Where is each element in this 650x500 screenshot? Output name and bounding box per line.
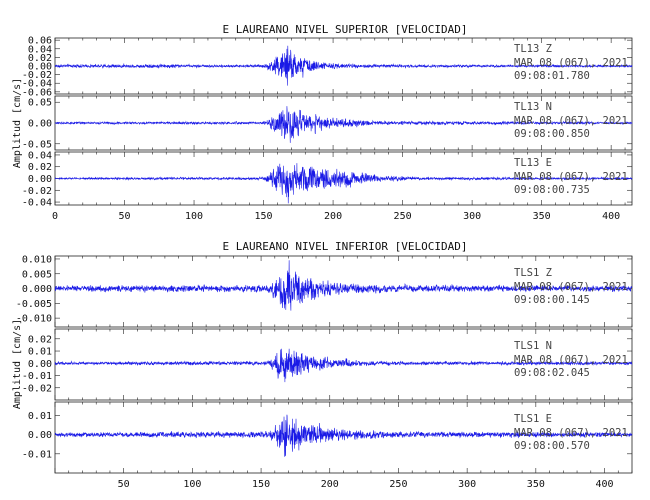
y-tick-label: -0.01 (22, 449, 52, 460)
x-tick-label: 200 (324, 211, 342, 222)
x-tick-label: 400 (595, 479, 613, 490)
y-tick-label: -0.02 (22, 186, 52, 197)
x-tick-label: 50 (118, 211, 130, 222)
y-tick-label: 0.01 (28, 347, 52, 358)
y-tick-label: 0.05 (28, 98, 52, 109)
y-tick-label: -0.005 (16, 299, 52, 310)
y-tick-label: -0.01 (22, 371, 52, 382)
y-tick-label: -0.04 (22, 198, 52, 209)
date-label: MAR 08 (067), 2021 (514, 57, 628, 69)
date-label: MAR 08 (067), 2021 (514, 171, 628, 183)
time-label: 09:08:00.850 (514, 128, 590, 140)
y-tick-label: 0.02 (28, 162, 52, 173)
y-tick-label: 0.010 (22, 254, 52, 265)
panel-upper-e: 0.040.020.00-0.02-0.04 TL13 E MAR 08 (067)… (22, 150, 633, 209)
waveform-trace (54, 260, 633, 311)
x-tick-label: 250 (394, 211, 412, 222)
date-label: MAR 08 (067), 2021 (514, 427, 628, 439)
time-label: 09:08:02.045 (514, 367, 590, 379)
x-tick-label: 150 (252, 479, 270, 490)
date-label: MAR 08 (067), 2021 (514, 354, 628, 366)
y-tick-label: 0.06 (28, 36, 52, 47)
y-axis-label-lower: Amplitud [cm/s] (12, 319, 23, 409)
panel-upper-z: 0.060.040.020.00-0.02-0.04-0.06 TL13 Z MAR… (22, 36, 633, 98)
y-tick-label: 0.01 (28, 411, 52, 422)
y-tick-label: -0.06 (22, 87, 52, 98)
y-tick-label: 0.000 (22, 284, 52, 295)
waveform-trace (54, 45, 633, 86)
waveform-trace (54, 348, 633, 383)
y-tick-label: -0.04 (22, 79, 52, 90)
time-label: 09:08:00.570 (514, 440, 590, 452)
y-tick-label: 0.00 (28, 359, 52, 370)
y-tick-label: -0.02 (22, 383, 52, 394)
y-tick-label: 0.00 (28, 119, 52, 130)
x-tick-label: 350 (533, 211, 551, 222)
x-tick-label: 0 (52, 211, 58, 222)
date-label: MAR 08 (067), 2021 (514, 281, 628, 293)
panel-lower-n: 0.02 0.010.00-0.01-0.02 TLS1 N MAR 08 (067)… (22, 328, 633, 401)
x-tick-label: 250 (389, 479, 407, 490)
y-tick-label: 0.00 (28, 430, 52, 441)
station-component-label: TL13 E (514, 157, 552, 169)
x-tick-label: 350 (527, 479, 545, 490)
lower-level-chart: E LAUREANO NIVEL INFERIOR [VELOCIDAD] Am… (12, 240, 633, 490)
station-component-label: TLS1 Z (514, 267, 552, 279)
x-tick-label: 300 (458, 479, 476, 490)
time-label: 09:08:00.735 (514, 184, 590, 196)
station-component-label: TL13 N (514, 101, 552, 113)
y-tick-label: 0.04 (28, 44, 52, 55)
x-tick-label: 100 (183, 479, 201, 490)
x-tick-label: 50 (118, 479, 130, 490)
waveform-trace (54, 414, 633, 457)
y-tick-label: 0.005 (22, 269, 52, 280)
upper-level-chart: E LAUREANO NIVEL SUPERIOR [VELOCIDAD] Am… (12, 23, 633, 222)
time-label: 09:08:01.780 (514, 70, 590, 82)
y-tick-label: -0.010 (16, 314, 52, 325)
x-axis-upper: 0 50 100 150 200 250 300 350 400 (52, 211, 620, 222)
waveform-trace (54, 163, 633, 204)
station-component-label: TL13 Z (514, 43, 552, 55)
station-component-label: TLS1 E (514, 413, 552, 425)
y-axis-label-upper: Amplitud [cm/s] (12, 78, 23, 168)
y-tick-label: 0.04 (28, 150, 52, 161)
x-tick-label: 150 (255, 211, 273, 222)
y-tick-label: 0.02 (28, 53, 52, 64)
y-tick-label: 0.00 (28, 174, 52, 185)
x-tick-label: 300 (463, 211, 481, 222)
time-label: 09:08:00.145 (514, 294, 590, 306)
y-tick-label: -0.05 (22, 139, 52, 150)
panel-lower-z: 0.010 0.005 0.000 -0.005 -0.010 TLS1 Z MAR 08 … (16, 254, 633, 328)
panel-lower-e: 0.01 0.00 -0.01 TLS1 E MAR 08 (067), 202109:… (22, 401, 633, 474)
y-tick-label: 0.00 (28, 62, 52, 73)
y-tick-label: 0.02 (28, 334, 52, 345)
x-tick-label: 400 (602, 211, 620, 222)
chart-title-upper: E LAUREANO NIVEL SUPERIOR [VELOCIDAD] (222, 23, 467, 36)
panel-upper-n: 0.05 0.00 -0.05 TL13 N MAR 08 (067), 202109:… (22, 95, 633, 151)
x-tick-label: 200 (321, 479, 339, 490)
station-component-label: TLS1 N (514, 340, 552, 352)
x-axis-lower: 50 100 150 200 250 300 350 400 (118, 479, 614, 490)
x-tick-label: 100 (185, 211, 203, 222)
date-label: MAR 08 (067), 2021 (514, 115, 628, 127)
waveform-trace (54, 106, 633, 143)
chart-title-lower: E LAUREANO NIVEL INFERIOR [VELOCIDAD] (222, 240, 467, 253)
y-tick-label: -0.02 (22, 70, 52, 81)
